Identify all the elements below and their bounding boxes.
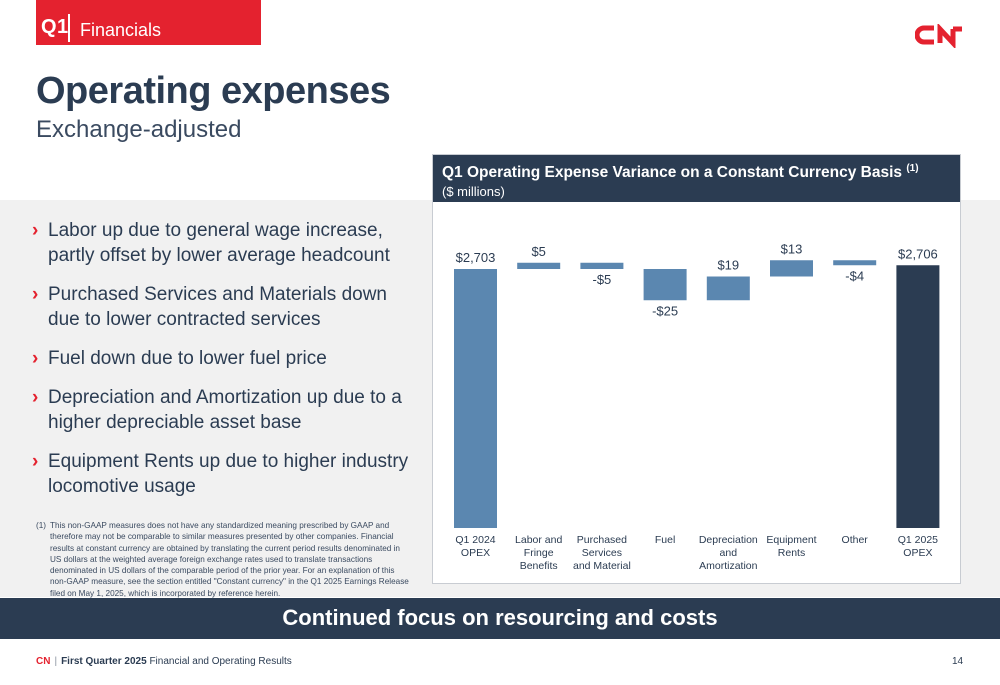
data-label: $13 xyxy=(781,241,803,256)
data-label: $2,703 xyxy=(456,250,496,265)
bullet-item: › Purchased Services and Materials down d… xyxy=(32,282,412,332)
category-label: Q1 2025 OPEX xyxy=(897,534,939,559)
chevron-right-icon: › xyxy=(32,220,39,241)
footer-doc-title: Financial and Operating Results xyxy=(149,656,292,667)
data-label: $19 xyxy=(717,258,739,273)
bullet-text: Depreciation and Amortization up due to … xyxy=(48,387,402,433)
waterfall-chart: $2,703 $5 -$5 -$25 $19 $13 -$4 $2,706 xyxy=(454,241,940,528)
chart-title-footnote-ref: (1) xyxy=(906,163,919,174)
category-label: Fuel xyxy=(654,534,676,546)
data-label: -$25 xyxy=(652,303,678,318)
bullet-text: Purchased Services and Materials down du… xyxy=(48,284,388,330)
section-label: Financials xyxy=(80,20,162,40)
chart-title-text: Q1 Operating Expense Variance on a Const… xyxy=(442,164,902,182)
bullet-item: › Fuel down due to lower fuel price xyxy=(32,346,412,371)
page-subtitle: Exchange-adjusted xyxy=(36,116,242,143)
tab-divider xyxy=(68,14,70,42)
data-label: $5 xyxy=(531,244,545,259)
chart-unit: ($ millions) xyxy=(442,184,505,199)
quarter-label: Q1 xyxy=(41,16,69,38)
footnote-text: This non-GAAP measures does not have any… xyxy=(50,521,409,598)
chevron-right-icon: › xyxy=(32,451,39,472)
footer: CN | First Quarter 2025 Financial and Oper… xyxy=(36,656,292,667)
waterfall-bar xyxy=(517,262,561,269)
footer-quarter: First Quarter 2025 xyxy=(61,656,147,667)
bullet-text: Fuel down due to lower fuel price xyxy=(48,348,327,369)
footnote: (1) This non-GAAP measures does not have… xyxy=(36,520,411,599)
data-label: -$4 xyxy=(845,268,864,283)
bullet-list: › Labor up due to general wage increase, … xyxy=(32,218,412,513)
waterfall-bar xyxy=(833,260,877,266)
waterfall-bar xyxy=(770,260,813,277)
cn-logo xyxy=(915,24,962,48)
category-label: Depreciation and Amortization xyxy=(698,534,758,572)
category-label: Q1 2024 OPEX xyxy=(455,534,496,559)
waterfall-bar xyxy=(706,276,750,301)
bullet-text: Equipment Rents up due to higher industr… xyxy=(48,451,409,497)
footer-brand: CN xyxy=(36,656,51,667)
footer-separator: | xyxy=(54,656,58,667)
chart-panel: Q1 Operating Expense Variance on a Const… xyxy=(432,154,961,584)
footnote-number: (1) xyxy=(36,521,47,530)
bullet-item: › Depreciation and Amortization up due to… xyxy=(32,385,412,435)
banner-text: Continued focus on resourcing and costs xyxy=(282,605,718,630)
chart-header: Q1 Operating Expense Variance on a Const… xyxy=(433,155,960,202)
page-title: Operating expenses xyxy=(36,70,391,112)
category-label: Other xyxy=(841,534,868,546)
chevron-right-icon: › xyxy=(32,284,39,305)
waterfall-bar xyxy=(896,265,940,528)
waterfall-bar xyxy=(454,269,497,528)
data-label: $2,706 xyxy=(898,246,938,261)
bottom-banner: Continued focus on resourcing and costs xyxy=(0,598,1000,639)
page-number: 14 xyxy=(952,656,964,667)
bullet-item: › Labor up due to general wage increase, … xyxy=(32,218,412,268)
category-label: Equipment Rents xyxy=(766,534,817,559)
category-label: Labor and Fringe Benefits xyxy=(515,534,563,572)
bullet-item: › Equipment Rents up due to higher indust… xyxy=(32,449,412,499)
chevron-right-icon: › xyxy=(32,348,39,369)
chevron-right-icon: › xyxy=(32,387,39,408)
category-label: Purchased Services and Material xyxy=(573,534,631,572)
waterfall-bar xyxy=(643,269,687,301)
data-label: -$5 xyxy=(593,272,612,287)
chart-title: Q1 Operating Expense Variance on a Const… xyxy=(442,163,919,182)
waterfall-bar xyxy=(580,262,624,269)
bullet-text: Labor up due to general wage increase, p… xyxy=(48,220,390,266)
section-tab: Q1 Financials xyxy=(36,0,261,45)
